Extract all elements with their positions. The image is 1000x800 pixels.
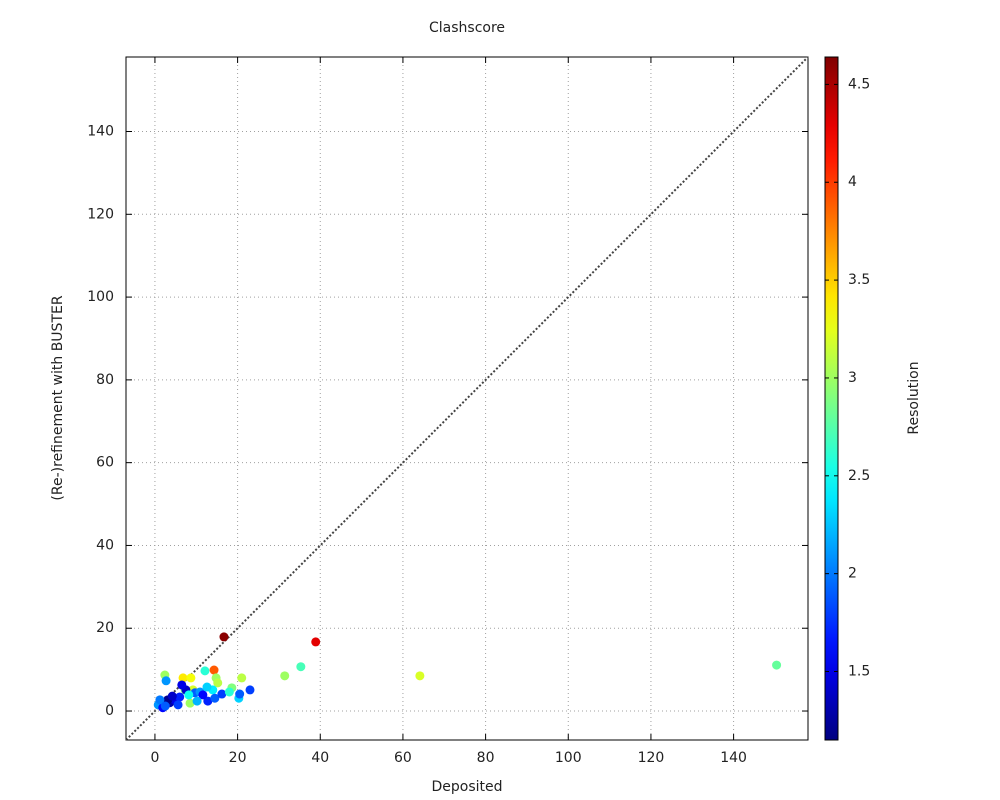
point bbox=[177, 680, 187, 690]
x-tick-label: 40 bbox=[311, 750, 329, 766]
colorbar-tick-label: 2 bbox=[848, 566, 857, 582]
x-axis-label: Deposited bbox=[431, 779, 502, 795]
x-tick-label: 140 bbox=[720, 750, 747, 766]
y-axis-label: (Re-)refinement with BUSTER bbox=[50, 295, 66, 500]
point bbox=[311, 637, 321, 647]
x-tick-label: 120 bbox=[638, 750, 665, 766]
colorbar-tick-label: 4.5 bbox=[848, 76, 870, 92]
y-tick-label: 140 bbox=[87, 124, 114, 140]
point bbox=[200, 666, 210, 676]
diagonal-line bbox=[125, 56, 809, 741]
point bbox=[184, 690, 194, 700]
point bbox=[209, 665, 219, 675]
colorbar-tick-label: 4 bbox=[848, 174, 857, 190]
point bbox=[185, 698, 195, 708]
y-tick-label: 40 bbox=[96, 537, 114, 553]
colorbar-tick-label: 2.5 bbox=[848, 468, 870, 484]
chart-title: Clashscore bbox=[429, 20, 505, 36]
y-tick-label: 0 bbox=[105, 703, 114, 719]
point bbox=[245, 685, 255, 695]
y-tick-label: 120 bbox=[87, 206, 114, 222]
y-tick-label: 60 bbox=[96, 455, 114, 471]
point bbox=[175, 692, 185, 702]
point bbox=[203, 696, 213, 706]
point bbox=[213, 678, 223, 688]
x-tick-label: 60 bbox=[394, 750, 412, 766]
point bbox=[296, 662, 306, 672]
plot-frame bbox=[125, 56, 809, 741]
point bbox=[280, 671, 290, 681]
point bbox=[772, 660, 782, 670]
x-tick-label: 80 bbox=[477, 750, 495, 766]
point bbox=[224, 687, 234, 697]
x-tick-label: 20 bbox=[229, 750, 247, 766]
point bbox=[415, 671, 425, 681]
point bbox=[217, 689, 227, 699]
point bbox=[161, 676, 171, 686]
point bbox=[167, 691, 177, 701]
point bbox=[186, 673, 196, 683]
point bbox=[237, 673, 247, 683]
point bbox=[198, 690, 208, 700]
point bbox=[202, 682, 212, 692]
colorbar-tick-label: 3 bbox=[848, 370, 857, 386]
point bbox=[173, 700, 183, 710]
point bbox=[235, 689, 245, 699]
point bbox=[155, 695, 165, 705]
colorbar-tick-label: 3.5 bbox=[848, 272, 870, 288]
colorbar-tick-label: 1.5 bbox=[848, 664, 870, 680]
point bbox=[160, 701, 170, 711]
y-tick-label: 20 bbox=[96, 620, 114, 636]
y-tick-label: 100 bbox=[87, 289, 114, 305]
point bbox=[192, 696, 202, 706]
y-tick-label: 80 bbox=[96, 372, 114, 388]
colorbar bbox=[824, 56, 839, 741]
point bbox=[210, 693, 220, 703]
colorbar-label: Resolution bbox=[906, 361, 922, 434]
x-tick-label: 0 bbox=[150, 750, 159, 766]
point bbox=[178, 673, 188, 683]
point bbox=[219, 632, 229, 642]
x-tick-label: 100 bbox=[555, 750, 582, 766]
